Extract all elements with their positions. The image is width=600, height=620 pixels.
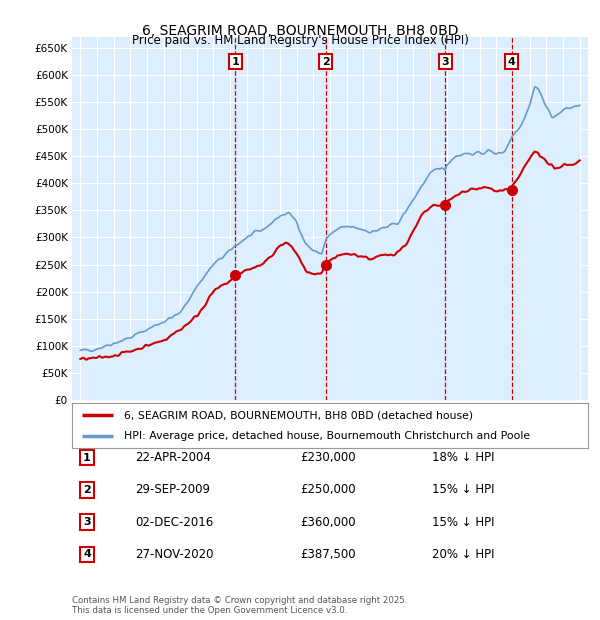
Text: Contains HM Land Registry data © Crown copyright and database right 2025.
This d: Contains HM Land Registry data © Crown c… (72, 596, 407, 615)
Text: 1: 1 (232, 56, 239, 66)
Text: 4: 4 (83, 549, 91, 559)
Text: 15% ↓ HPI: 15% ↓ HPI (432, 484, 494, 496)
Text: 15% ↓ HPI: 15% ↓ HPI (432, 516, 494, 528)
Text: 3: 3 (442, 56, 449, 66)
Text: £360,000: £360,000 (300, 516, 356, 528)
Text: 02-DEC-2016: 02-DEC-2016 (135, 516, 213, 528)
Text: 4: 4 (508, 56, 515, 66)
Text: 2: 2 (322, 56, 330, 66)
Text: Price paid vs. HM Land Registry's House Price Index (HPI): Price paid vs. HM Land Registry's House … (131, 34, 469, 47)
Text: 18% ↓ HPI: 18% ↓ HPI (432, 451, 494, 464)
Text: 2: 2 (83, 485, 91, 495)
Text: HPI: Average price, detached house, Bournemouth Christchurch and Poole: HPI: Average price, detached house, Bour… (124, 432, 530, 441)
Text: 29-SEP-2009: 29-SEP-2009 (135, 484, 210, 496)
Text: 27-NOV-2020: 27-NOV-2020 (135, 548, 214, 560)
Text: 6, SEAGRIM ROAD, BOURNEMOUTH, BH8 0BD (detached house): 6, SEAGRIM ROAD, BOURNEMOUTH, BH8 0BD (d… (124, 410, 473, 420)
Text: 20% ↓ HPI: 20% ↓ HPI (432, 548, 494, 560)
Text: 22-APR-2004: 22-APR-2004 (135, 451, 211, 464)
Text: 3: 3 (83, 517, 91, 527)
Text: 1: 1 (83, 453, 91, 463)
Text: £387,500: £387,500 (300, 548, 356, 560)
Text: £250,000: £250,000 (300, 484, 356, 496)
Text: 6, SEAGRIM ROAD, BOURNEMOUTH, BH8 0BD: 6, SEAGRIM ROAD, BOURNEMOUTH, BH8 0BD (142, 24, 458, 38)
Text: £230,000: £230,000 (300, 451, 356, 464)
